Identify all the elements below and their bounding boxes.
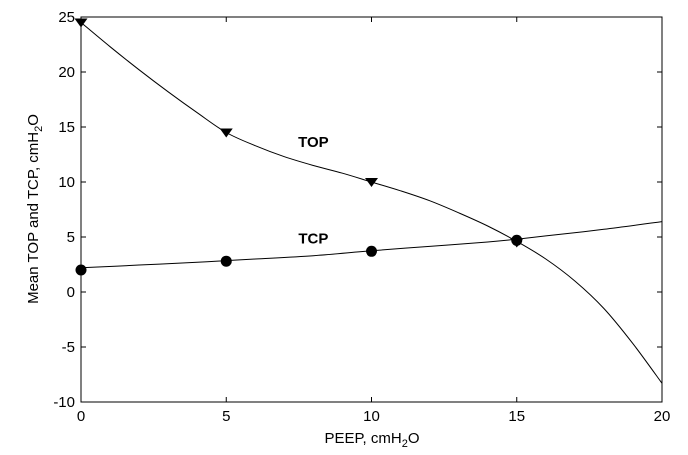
y-tick-label: 0	[67, 284, 75, 301]
series-line-tcp	[80, 221, 663, 269]
x-tick-label: 15	[508, 408, 525, 425]
y-tick-label: 5	[67, 229, 75, 246]
y-tick-label: -10	[53, 394, 75, 411]
y-tick-label: 20	[58, 64, 75, 81]
marker-top	[365, 178, 378, 187]
marker-top	[74, 18, 88, 28]
marker-tcp	[75, 264, 87, 276]
series-markers	[74, 18, 524, 276]
x-tick-label: 20	[654, 408, 671, 425]
series-label-tcp: TCP	[298, 231, 328, 248]
y-axis-title: Mean TOP and TCP, cmH2O	[25, 114, 45, 304]
y-tick-label: -5	[62, 339, 75, 356]
marker-tcp	[366, 245, 377, 257]
series-label-top: TOP	[298, 134, 329, 151]
y-tick-label: 10	[58, 174, 75, 191]
marker-tcp	[220, 255, 232, 267]
series-labels: TOP TCP	[298, 134, 329, 248]
x-tick-label: 5	[222, 408, 230, 425]
marker-top	[219, 128, 233, 138]
x-tick-label: 10	[363, 408, 380, 425]
plot-frame	[80, 16, 663, 403]
x-tick-label: 0	[77, 408, 85, 425]
series-curves	[80, 22, 663, 384]
marker-tcp	[511, 234, 523, 246]
series-line-top	[80, 22, 663, 384]
y-tick-label: 15	[58, 119, 75, 136]
y-tick-label: 25	[58, 9, 75, 26]
axis-ticks: 0 5 10 15 20 -10 -5 0 5 10 15 20 25	[53, 9, 670, 425]
x-axis-title: PEEP, cmH2O	[324, 430, 419, 450]
